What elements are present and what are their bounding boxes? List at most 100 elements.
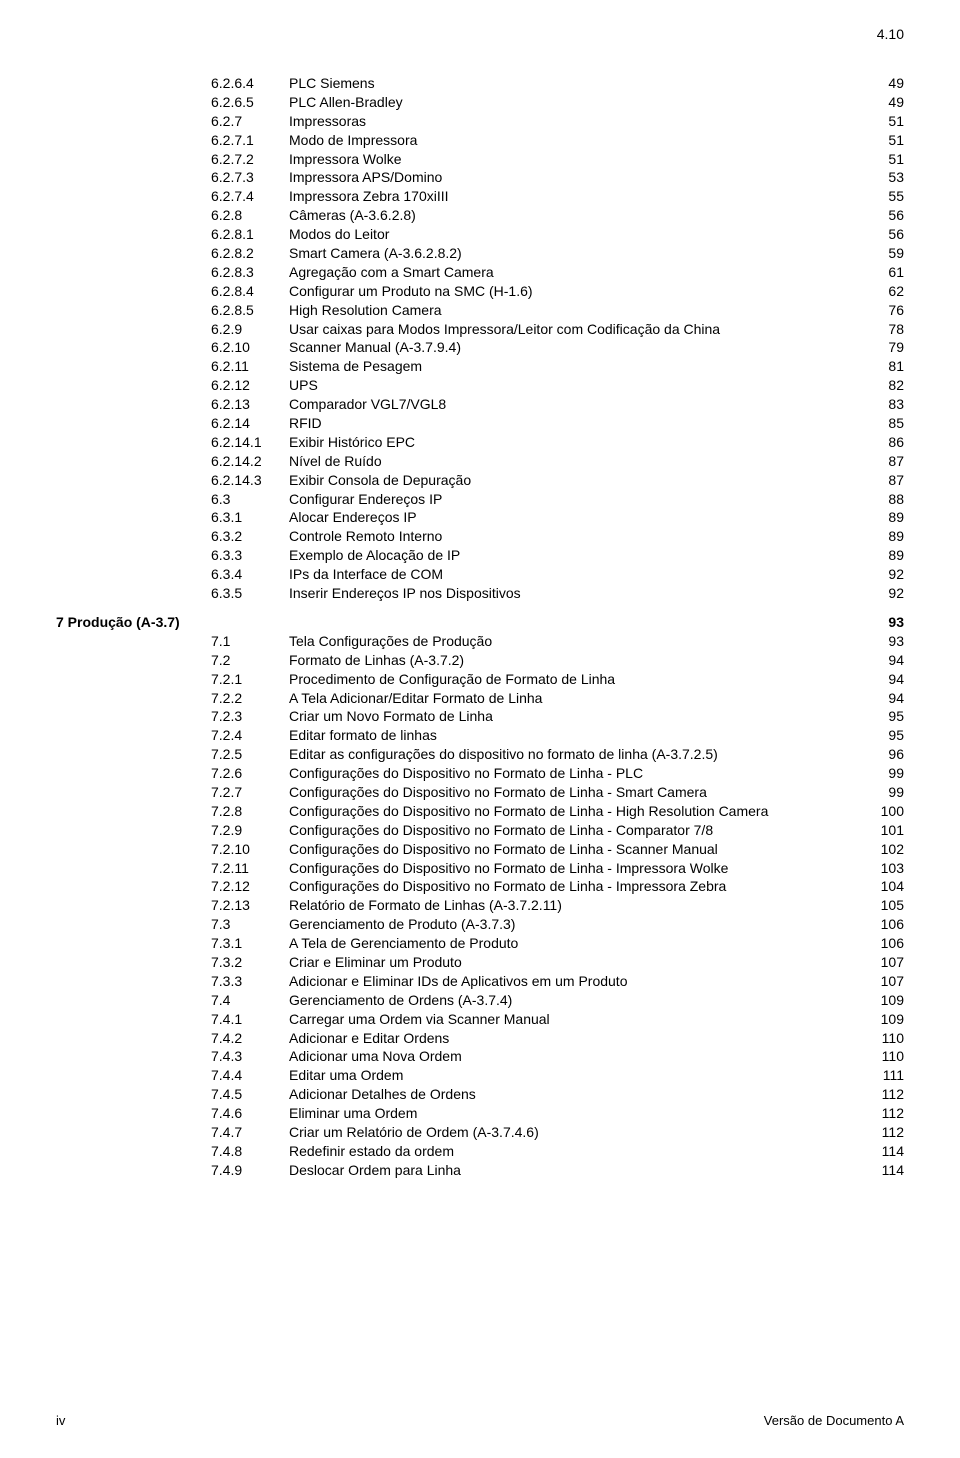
toc-entry-title: Redefinir estado da ordem: [289, 1142, 854, 1161]
toc-entry-page: 49: [854, 93, 904, 112]
toc-chapter-spacer: [56, 896, 211, 915]
toc-entry-title: Exibir Histórico EPC: [289, 433, 854, 452]
toc-chapter-spacer: [56, 112, 211, 131]
toc-entry-title: Editar formato de linhas: [289, 726, 854, 745]
toc-entry-number: 6.2.7.2: [211, 150, 289, 169]
toc-entry-page: 94: [854, 670, 904, 689]
toc-chapter-spacer: [56, 707, 211, 726]
toc-chapter-spacer: [56, 689, 211, 708]
toc-entry-title: Exemplo de Alocação de IP: [289, 546, 854, 565]
toc-entry-title: Câmeras (A-3.6.2.8): [289, 206, 854, 225]
toc-entry-page: 79: [854, 338, 904, 357]
toc-entry-row: 6.2.7.1Modo de Impressora51: [56, 131, 904, 150]
toc-chapter-spacer: [56, 991, 211, 1010]
toc-entry-page: 101: [854, 821, 904, 840]
toc-entry-number: 6.3.5: [211, 584, 289, 603]
toc-entry-title: Nível de Ruído: [289, 452, 854, 471]
toc-entry-number: 6.2.12: [211, 376, 289, 395]
toc-entry-page: 105: [854, 896, 904, 915]
toc-entry-row: 7.3.3Adicionar e Eliminar IDs de Aplicat…: [56, 972, 904, 991]
toc-entry-row: 6.3Configurar Endereços IP88: [56, 490, 904, 509]
toc-entry-row: 6.3.4IPs da Interface de COM92: [56, 565, 904, 584]
toc-entry-number: 7.2.2: [211, 689, 289, 708]
toc-chapter-spacer: [56, 206, 211, 225]
toc-entry-title: Inserir Endereços IP nos Dispositivos: [289, 584, 854, 603]
toc-entry-row: 7.2.2A Tela Adicionar/Editar Formato de …: [56, 689, 904, 708]
toc-entry-page: 93: [854, 613, 904, 632]
toc-entry-title: Editar uma Ordem: [289, 1066, 854, 1085]
toc-entry-number: [211, 613, 289, 632]
toc-entry-row: 7.3.2Criar e Eliminar um Produto107: [56, 953, 904, 972]
toc-entry-page: 89: [854, 527, 904, 546]
toc-chapter-spacer: [56, 651, 211, 670]
toc-chapter-spacer: [56, 1066, 211, 1085]
toc-entry-number: 6.2.7.3: [211, 168, 289, 187]
toc-entry-row: 7.3.1A Tela de Gerenciamento de Produto1…: [56, 934, 904, 953]
toc-entry-title: Adicionar e Eliminar IDs de Aplicativos …: [289, 972, 854, 991]
toc-entry-title: RFID: [289, 414, 854, 433]
toc-entry-title: Controle Remoto Interno: [289, 527, 854, 546]
toc-chapter-spacer: [56, 915, 211, 934]
toc-entry-page: 92: [854, 584, 904, 603]
toc-entry-page: 93: [854, 632, 904, 651]
toc-entry-page: 102: [854, 840, 904, 859]
toc-entry-title: Configurações do Dispositivo no Formato …: [289, 840, 854, 859]
toc-chapter-spacer: [56, 187, 211, 206]
toc-entry-number: 7.4.9: [211, 1161, 289, 1180]
toc-chapter-spacer: [56, 565, 211, 584]
toc-entry-number: 7.2.4: [211, 726, 289, 745]
toc-entry-row: 7.4.8Redefinir estado da ordem114: [56, 1142, 904, 1161]
toc-chapter-spacer: [56, 338, 211, 357]
toc-entry-page: 107: [854, 953, 904, 972]
toc-entry-title: Carregar uma Ordem via Scanner Manual: [289, 1010, 854, 1029]
toc-entry-title: Exibir Consola de Depuração: [289, 471, 854, 490]
toc-chapter-spacer: [56, 131, 211, 150]
toc-entry-row: 7.4.5Adicionar Detalhes de Ordens112: [56, 1085, 904, 1104]
toc-entry-page: 112: [854, 1123, 904, 1142]
toc-entry-title: [289, 613, 854, 632]
toc-entry-page: 62: [854, 282, 904, 301]
toc-entry-row: 6.2.7.3Impressora APS/Domino53: [56, 168, 904, 187]
toc-group: 6.2.6.4PLC Siemens496.2.6.5PLC Allen-Bra…: [56, 74, 904, 603]
toc-entry-number: 6.3.4: [211, 565, 289, 584]
toc-entry-page: 89: [854, 508, 904, 527]
toc-chapter-spacer: [56, 1029, 211, 1048]
toc-entry-row: 7.2.6Configurações do Dispositivo no For…: [56, 764, 904, 783]
toc-entry-number: 6.2.14: [211, 414, 289, 433]
toc-entry-title: A Tela de Gerenciamento de Produto: [289, 934, 854, 953]
toc-entry-page: 103: [854, 859, 904, 878]
toc-entry-title: Configurações do Dispositivo no Formato …: [289, 783, 854, 802]
toc-entry-page: 49: [854, 74, 904, 93]
toc-chapter-spacer: [56, 670, 211, 689]
toc-entry-title: IPs da Interface de COM: [289, 565, 854, 584]
toc-entry-page: 106: [854, 934, 904, 953]
toc-entry-number: 7.4.2: [211, 1029, 289, 1048]
toc-entry-row: 6.2.8.2Smart Camera (A-3.6.2.8.2)59: [56, 244, 904, 263]
toc-entry-page: 59: [854, 244, 904, 263]
toc-entry-page: 114: [854, 1161, 904, 1180]
toc-chapter-spacer: [56, 1047, 211, 1066]
toc-entry-row: 6.2.8Câmeras (A-3.6.2.8)56: [56, 206, 904, 225]
toc-entry-row: 6.2.7.2Impressora Wolke51: [56, 150, 904, 169]
toc-entry-title: Tela Configurações de Produção: [289, 632, 854, 651]
toc-chapter-spacer: [56, 859, 211, 878]
toc-entry-title: Procedimento de Configuração de Formato …: [289, 670, 854, 689]
toc-entry-page: 114: [854, 1142, 904, 1161]
toc-entry-row: 6.2.14.2Nível de Ruído87: [56, 452, 904, 471]
toc-chapter-spacer: [56, 395, 211, 414]
toc-chapter-spacer: [56, 433, 211, 452]
toc-entry-page: 51: [854, 150, 904, 169]
toc-entry-title: Adicionar uma Nova Ordem: [289, 1047, 854, 1066]
toc-chapter-spacer: [56, 93, 211, 112]
toc-entry-row: 7.3Gerenciamento de Produto (A-3.7.3)106: [56, 915, 904, 934]
toc-entry-page: 96: [854, 745, 904, 764]
toc-entry-title: Configurações do Dispositivo no Formato …: [289, 859, 854, 878]
toc-entry-title: Sistema de Pesagem: [289, 357, 854, 376]
toc-entry-number: 6.2.6.4: [211, 74, 289, 93]
toc-entry-page: 104: [854, 877, 904, 896]
toc-entry-title: Alocar Endereços IP: [289, 508, 854, 527]
toc-entry-number: 6.2.8.4: [211, 282, 289, 301]
toc-entry-row: 6.2.10Scanner Manual (A-3.7.9.4)79: [56, 338, 904, 357]
toc-entry-number: 7.2.11: [211, 859, 289, 878]
toc-entry-number: 6.2.9: [211, 320, 289, 339]
